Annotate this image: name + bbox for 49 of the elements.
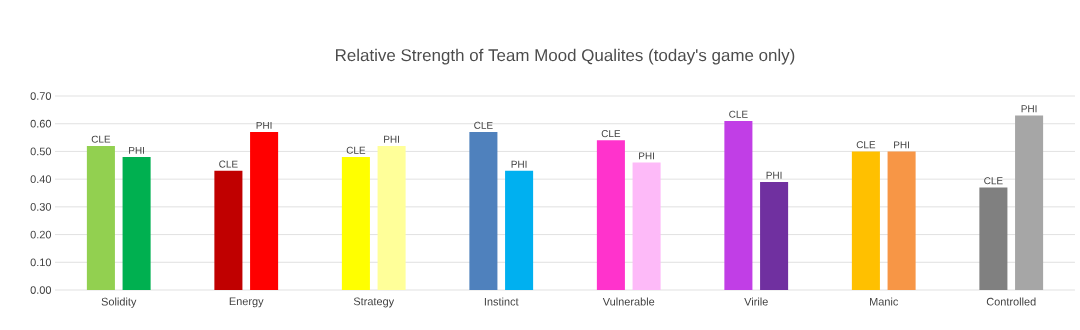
text: PHI xyxy=(256,121,272,129)
bar xyxy=(505,170,534,290)
bar xyxy=(596,140,625,290)
y-tick-label: 0.20 xyxy=(30,230,52,239)
x-tick-label: Solidity xyxy=(101,297,137,308)
bar xyxy=(86,145,115,290)
x-tick-label: Controlled xyxy=(986,297,1036,306)
text: CLE xyxy=(984,177,1003,185)
bar xyxy=(887,151,916,290)
text: CLE xyxy=(856,141,876,149)
bar xyxy=(377,145,406,290)
bar xyxy=(469,132,498,290)
text: CLE xyxy=(219,160,238,168)
x-tick-label: Vulnerable xyxy=(602,297,655,306)
bar xyxy=(851,151,880,290)
text: CLE xyxy=(474,121,493,129)
bar xyxy=(724,120,753,290)
text: PHI xyxy=(766,171,782,179)
y-tick-label: 0.40 xyxy=(30,175,52,184)
x-tick-label: Energy xyxy=(229,297,264,308)
text: PHI xyxy=(639,152,654,160)
x-tick-label: Manic xyxy=(870,297,899,306)
y-tick-label: 0.10 xyxy=(30,258,52,267)
x-tick-label: Instinct xyxy=(484,297,519,306)
y-tick-label: 0.50 xyxy=(30,147,52,156)
text: CLE xyxy=(729,110,748,118)
bar xyxy=(122,156,151,290)
bar xyxy=(979,187,1008,290)
bar xyxy=(1015,115,1044,290)
series-label: PHI xyxy=(894,141,909,149)
text: CLE xyxy=(346,146,366,154)
text: CLE xyxy=(601,130,621,138)
text: PHI xyxy=(384,135,399,143)
y-tick-label: 0.00 xyxy=(30,286,52,294)
text: PHI xyxy=(129,146,144,154)
x-tick-label: Virile xyxy=(744,297,768,306)
series-label: CLE xyxy=(91,135,111,143)
bar xyxy=(632,162,661,290)
y-tick-label: 0.30 xyxy=(30,202,52,211)
y-tick-label: 0.70 xyxy=(30,92,52,100)
text: PHI xyxy=(1021,105,1037,113)
y-tick-label: 0.60 xyxy=(30,119,52,128)
text: PHI xyxy=(511,160,527,168)
bar xyxy=(214,170,243,290)
chart-title: Relative Strength of Team Mood Qualites (today's game only) xyxy=(336,48,795,65)
bar xyxy=(341,156,370,290)
x-tick-label: Strategy xyxy=(353,297,395,308)
bar xyxy=(250,132,279,290)
bar xyxy=(760,181,789,290)
